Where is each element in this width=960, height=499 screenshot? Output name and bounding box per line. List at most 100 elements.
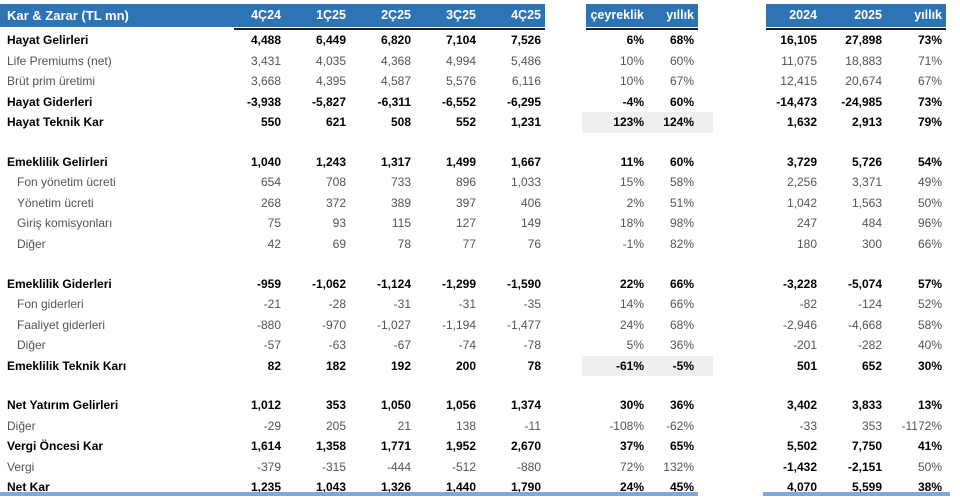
cell-2025: 1,563 (851, 195, 882, 210)
cell-yoy-change: 60% (669, 94, 694, 109)
cell-yoy-change: 66% (669, 276, 694, 291)
row-label: Emeklilik Teknik Karı (7, 358, 127, 373)
cell-quarter-4Ç24: 82 (267, 358, 281, 373)
table-row: Emeklilik Gelirleri 1,040 1,243 1,317 1,499 1… (0, 152, 946, 173)
cell-quarter-3Ç25: 896 (455, 175, 476, 190)
cell-quarter-3Ç25: -1,194 (441, 317, 476, 332)
header-bar-annual (766, 4, 946, 27)
column-gap (698, 30, 766, 51)
cell-qoq-change: 2% (626, 195, 644, 210)
table-row: Vergi Öncesi Kar 1,614 1,358 1,771 1,952 2,67… (0, 436, 946, 457)
cell-quarter-3Ç25: 1,952 (445, 439, 476, 454)
cell-annual-change: 38% (917, 480, 942, 495)
table-header-row: Kar & Zarar (TL mn) 4Ç24 1Ç25 2Ç25 3Ç25 … (0, 4, 946, 27)
row-label: Diğer (17, 338, 46, 353)
cell-2024: -1,432 (782, 459, 817, 474)
cell-quarter-3Ç25: 77 (462, 236, 476, 251)
cell-quarter-2Ç25: 1,050 (380, 398, 411, 413)
cell-yoy-change: 45% (669, 480, 694, 495)
cell-2024: 5,502 (786, 439, 817, 454)
column-gap (545, 51, 586, 72)
column-gap (545, 457, 586, 478)
column-gap (698, 213, 766, 234)
cell-quarter-4Ç25: 6,116 (511, 74, 541, 88)
cell-qoq-change: 37% (619, 439, 644, 454)
row-label: Hayat Gelirleri (7, 33, 89, 47)
column-header-q3: 2Ç25 (381, 8, 411, 22)
cell-yoy-change: 65% (669, 439, 694, 454)
row-label: Net Yatırım Gelirleri (7, 398, 119, 413)
cell-quarter-2Ç25: 115 (391, 216, 411, 231)
row-label: Faaliyet giderleri (17, 317, 106, 332)
cell-annual-change: 79% (917, 115, 942, 129)
cell-quarter-2Ç25: 389 (390, 195, 411, 210)
cell-qoq-change: 5% (626, 338, 644, 353)
column-gap (545, 112, 586, 133)
cell-2024: 3,729 (786, 154, 817, 169)
cell-quarter-2Ç25: 733 (390, 175, 411, 190)
column-gap (545, 152, 586, 173)
column-gap (545, 395, 586, 416)
cell-quarter-3Ç25: -31 (458, 297, 476, 312)
cell-quarter-3Ç25: 200 (455, 358, 476, 373)
cell-quarter-4Ç24: -29 (263, 418, 281, 433)
cell-2025: 3,833 (851, 398, 882, 413)
cell-quarter-4Ç24: -959 (256, 276, 281, 291)
cell-quarter-4Ç24: 268 (260, 195, 281, 210)
spacer-row (0, 254, 946, 273)
cell-quarter-1Ç25: 621 (325, 115, 346, 129)
table-row: Diğer -29 205 21 138 -11 -108% -62% -33 353 -1172% (0, 416, 946, 437)
table-body: Hayat Gelirleri 4,488 6,449 6,820 7,104 7,526… (0, 30, 946, 498)
row-label: Hayat Giderleri (7, 94, 93, 109)
column-gap (698, 92, 766, 113)
cell-yoy-change: -62% (665, 418, 694, 433)
cell-quarter-1Ç25: 4,035 (315, 53, 346, 68)
cell-quarter-4Ç24: -3,938 (246, 94, 281, 109)
table-row: Giriş komisyonları 75 93 115 127 149 18% 98% 247… (0, 213, 946, 234)
cell-quarter-1Ç25: -5,827 (311, 94, 346, 109)
row-label: Giriş komisyonları (17, 216, 113, 231)
column-gap (545, 274, 586, 295)
cell-quarter-1Ç25: 1,043 (315, 480, 346, 495)
cell-quarter-4Ç25: -6,295 (506, 94, 541, 109)
table-row: Hayat Teknik Kar 550 621 508 552 1,231 123% 124… (0, 112, 946, 133)
cell-quarter-2Ç25: -444 (386, 459, 411, 474)
cell-quarter-4Ç25: 76 (527, 236, 541, 251)
header-underline (234, 28, 545, 30)
column-gap (545, 335, 586, 356)
table-row: Fon giderleri -21 -28 -31 -31 -35 14% 66% -82 -12… (0, 294, 946, 315)
column-gap (698, 477, 766, 498)
column-header-q1: 4Ç24 (251, 8, 281, 22)
cell-quarter-1Ç25: 1,243 (315, 154, 346, 169)
row-label: Fon yönetim ücreti (17, 175, 116, 190)
cell-2024: -3,228 (782, 276, 817, 291)
cell-quarter-1Ç25: -1,062 (311, 276, 346, 291)
cell-quarter-2Ç25: 1,326 (380, 480, 411, 495)
cell-yoy-change: 82% (669, 236, 694, 251)
cell-quarter-2Ç25: 4,368 (380, 53, 411, 68)
cell-quarter-4Ç25: -35 (523, 297, 541, 312)
cell-quarter-1Ç25: 182 (325, 358, 346, 373)
table-row: Faaliyet giderleri -880 -970 -1,027 -1,194 -1… (0, 315, 946, 336)
cell-2025: 652 (861, 358, 882, 373)
cell-quarter-4Ç25: 1,231 (510, 115, 541, 129)
cell-quarter-1Ç25: 708 (325, 175, 346, 190)
cell-quarter-4Ç24: 75 (267, 216, 281, 231)
cell-2025: -282 (857, 338, 882, 353)
cell-yoy-change: 68% (669, 33, 694, 47)
cell-quarter-3Ç25: -6,552 (441, 94, 476, 109)
cell-quarter-3Ç25: 138 (455, 418, 476, 433)
cell-quarter-2Ç25: 78 (397, 236, 411, 251)
column-gap (698, 356, 766, 377)
cell-quarter-3Ç25: -512 (451, 459, 476, 474)
table-row: Hayat Gelirleri 4,488 6,449 6,820 7,104 7,526… (0, 30, 946, 51)
column-gap (545, 92, 586, 113)
column-gap (545, 213, 586, 234)
cell-quarter-4Ç24: 3,668 (250, 74, 281, 88)
column-gap (545, 234, 586, 255)
cell-annual-change: 52% (917, 297, 942, 312)
cell-2024: 180 (796, 236, 817, 251)
cell-quarter-4Ç25: -11 (524, 418, 541, 433)
cell-quarter-2Ç25: -31 (393, 297, 411, 312)
cell-qoq-change: 6% (626, 33, 644, 47)
